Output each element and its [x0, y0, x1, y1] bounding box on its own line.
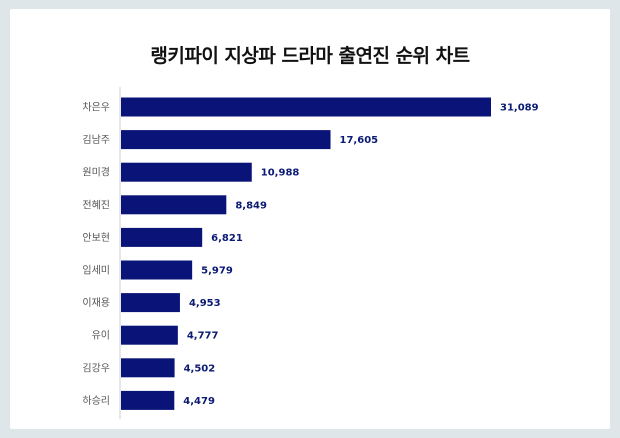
bar-2 [121, 162, 252, 182]
bar-4 [121, 227, 203, 247]
bar-9 [121, 390, 175, 410]
category-label-2: 원미경 [82, 166, 110, 179]
value-label-0: 31,089 [500, 103, 539, 114]
value-label-4: 6,821 [211, 233, 243, 244]
category-label-5: 임세미 [82, 264, 110, 277]
category-label-1: 김남주 [82, 134, 110, 146]
chart-card: 랭키파이 지상파 드라마 출연진 순위 차트 차은우 31,089 김남주 17,60… [10, 9, 610, 429]
bar-5 [121, 260, 193, 280]
category-label-8: 김강우 [82, 362, 110, 374]
bar-3 [121, 195, 227, 215]
value-label-7: 4,777 [187, 331, 219, 342]
category-label-7: 유이 [92, 330, 110, 342]
value-label-1: 17,605 [340, 135, 379, 146]
value-label-2: 10,988 [261, 168, 300, 179]
bar-6 [121, 293, 180, 313]
value-label-9: 4,479 [183, 396, 215, 407]
value-label-5: 5,979 [201, 266, 233, 277]
bar-chart: 차은우 31,089 김남주 17,605 원미경 10,988 전혜진 8,849 안보현 6,… [82, 87, 539, 419]
value-label-6: 4,953 [189, 298, 221, 309]
bar-8 [121, 358, 175, 378]
bars-group: 차은우 31,089 김남주 17,605 원미경 10,988 전혜진 8,849 안보현 6,… [82, 97, 539, 410]
category-label-9: 하승리 [82, 394, 110, 407]
value-label-8: 4,502 [184, 363, 216, 374]
category-label-0: 차은우 [82, 102, 110, 114]
value-label-3: 8,849 [235, 200, 267, 211]
bar-1 [121, 130, 331, 150]
bar-7 [121, 325, 178, 345]
bar-0 [121, 97, 491, 117]
category-label-3: 전혜진 [82, 199, 110, 211]
category-label-4: 안보현 [82, 232, 110, 244]
category-label-6: 이재용 [82, 297, 110, 309]
chart-title: 랭키파이 지상파 드라마 출연진 순위 차트 [150, 45, 470, 67]
